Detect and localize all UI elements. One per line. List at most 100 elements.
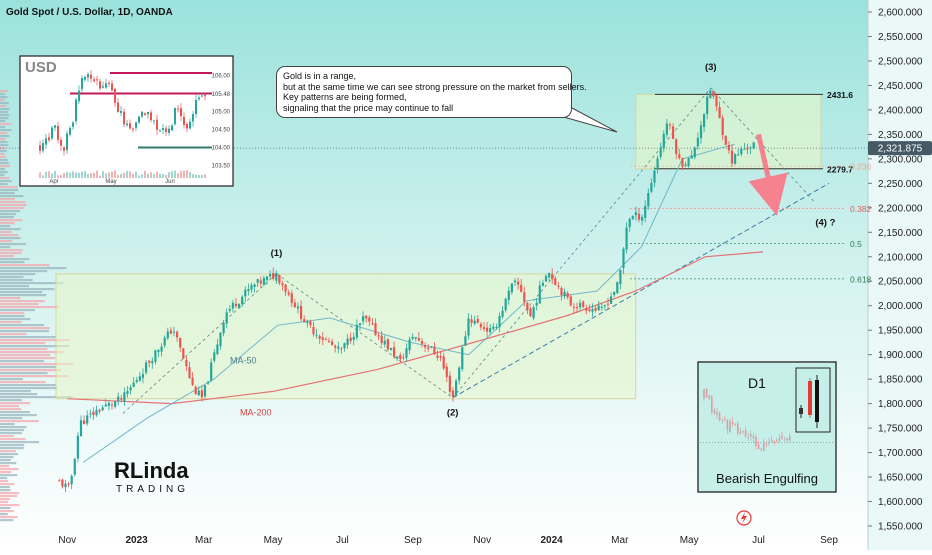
candle-body xyxy=(327,340,331,343)
volume-profile-bar xyxy=(0,99,5,102)
candle-body xyxy=(253,284,256,287)
x-tick-label: Nov xyxy=(58,535,76,546)
candle-body xyxy=(668,124,672,126)
usd-candle-body xyxy=(87,74,89,78)
volume-profile-bar xyxy=(0,243,27,246)
usd-candle-body xyxy=(150,112,152,121)
candle-body xyxy=(622,248,625,269)
alert-lightning-icon[interactable] xyxy=(736,510,752,526)
usd-volume-bar xyxy=(150,172,152,178)
candle-body xyxy=(675,139,678,154)
price-axis[interactable]: 2,600.000 2,550.000 2,500.000 2,450.000 2,40… xyxy=(868,8,923,533)
volume-profile-bar xyxy=(0,369,62,372)
candle-body xyxy=(650,182,653,192)
volume-profile-bar xyxy=(0,372,48,375)
usd-inset-label: USD xyxy=(25,59,57,76)
d1-candle-body xyxy=(713,410,716,414)
usd-candle-body xyxy=(78,90,80,102)
candle-body xyxy=(290,293,293,304)
candle-body xyxy=(386,339,389,350)
volume-profile-bar xyxy=(0,264,50,267)
volume-profile-bar xyxy=(0,117,9,120)
volume-profile-bar xyxy=(0,261,25,264)
time-axis[interactable]: Nov 2023 Mar May Jul Sep Nov 2024 Mar May Jul Sep xyxy=(58,535,838,546)
volume-profile-bar xyxy=(0,462,17,465)
usd-volume-bar xyxy=(132,174,134,178)
candle-body xyxy=(600,306,603,308)
usd-inset-chart[interactable]: 106.00 105.48 105.00 104.50 104.00 103.50 Apr M… xyxy=(19,55,234,187)
candle-body xyxy=(64,483,67,488)
volume-profile-bar xyxy=(0,507,11,510)
usd-candle-body xyxy=(168,128,170,133)
y-tick-label: 2,450.000 xyxy=(878,81,923,92)
usd-y-tick: 105.00 xyxy=(212,109,231,115)
candle-body xyxy=(154,350,157,362)
volume-profile-bar xyxy=(0,279,33,282)
candle-body xyxy=(737,154,740,156)
candle-body xyxy=(330,341,334,345)
volume-profile-bar xyxy=(0,435,14,438)
d1-candle-body xyxy=(726,419,729,430)
volume-profile-bar xyxy=(0,285,30,288)
volume-profile-bar xyxy=(0,189,19,192)
usd-volume-bar xyxy=(192,174,194,178)
y-tick-label: 2,100.000 xyxy=(878,252,923,263)
candle-body xyxy=(690,155,693,159)
d1-candle-body xyxy=(739,432,742,434)
candle-body xyxy=(185,359,188,367)
candle-body xyxy=(724,136,727,145)
y-tick-label: 2,050.000 xyxy=(878,277,923,288)
usd-candle-body xyxy=(129,123,131,129)
volume-profile-bar xyxy=(0,450,16,453)
volume-profile-bar xyxy=(0,468,19,471)
d1-candle-body xyxy=(763,441,765,451)
volume-profile-bar xyxy=(0,417,23,420)
volume-profile-bar xyxy=(0,225,11,228)
x-tick-label: Sep xyxy=(820,535,838,546)
usd-candle-body xyxy=(96,79,98,81)
usd-volume-bar xyxy=(165,174,167,178)
candle-body xyxy=(89,413,92,415)
candle-body xyxy=(436,355,439,358)
candle-body xyxy=(464,336,467,346)
d1-pattern-inset[interactable]: D1 Bearish Engulfing xyxy=(697,361,837,493)
usd-candle-body xyxy=(45,138,47,145)
volume-profile-bar xyxy=(0,345,69,348)
x-tick-label: Sep xyxy=(404,535,422,546)
usd-volume-bar xyxy=(60,174,62,178)
d1-candle-body xyxy=(737,423,739,434)
d1-candle-body xyxy=(789,436,791,441)
usd-volume-bar xyxy=(108,172,110,178)
candle-body xyxy=(389,348,393,351)
volume-profile-bar xyxy=(0,129,12,132)
candle-body xyxy=(740,148,743,155)
candle-body xyxy=(113,401,117,407)
usd-candle-body xyxy=(54,125,56,128)
candle-body xyxy=(197,390,200,396)
volume-profile-bar xyxy=(0,108,10,111)
candle-body xyxy=(361,316,365,322)
volume-profile-bar xyxy=(0,489,11,492)
usd-candle-body xyxy=(114,88,116,103)
candle-body xyxy=(241,296,244,305)
candle-body xyxy=(662,133,665,149)
candle-body xyxy=(343,343,346,349)
volume-profile-bar xyxy=(0,510,14,513)
range-level-label: 2279.7 xyxy=(827,164,853,174)
candle-body xyxy=(563,291,566,297)
fib-level-label: 0.5 xyxy=(850,239,862,249)
volume-profile-bar xyxy=(0,222,15,225)
d1-candle-body xyxy=(768,441,770,444)
candle-body xyxy=(377,335,380,337)
candle-body xyxy=(365,315,368,319)
engulfing-red-body xyxy=(808,381,812,415)
usd-candle-body xyxy=(135,122,137,128)
candle-body xyxy=(551,273,554,280)
volume-profile-bar xyxy=(0,351,64,354)
candle-body xyxy=(175,331,179,338)
candle-body xyxy=(681,158,684,167)
candle-body xyxy=(709,90,712,99)
ma-50-line xyxy=(82,143,735,463)
candle-body xyxy=(702,114,706,127)
y-tick-label: 2,550.000 xyxy=(878,32,923,43)
